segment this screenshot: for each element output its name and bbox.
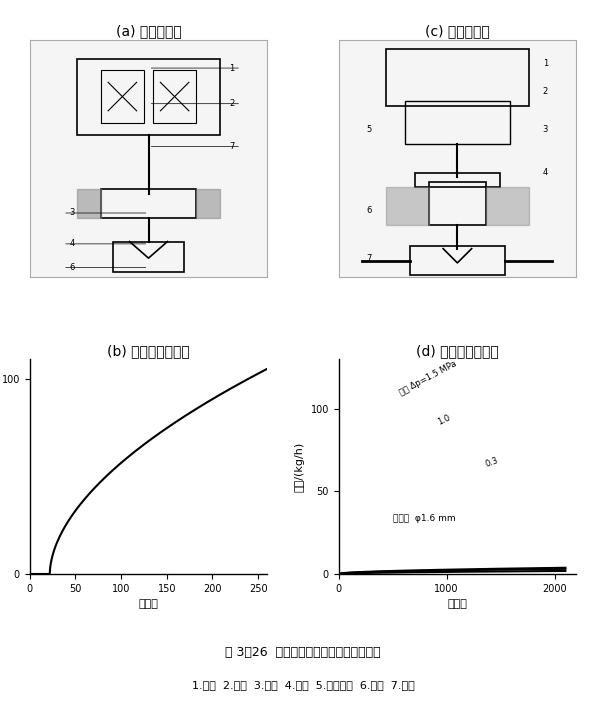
- Text: 图 3－26  电动式膨胀阀的结构和流量特性: 图 3－26 电动式膨胀阀的结构和流量特性: [225, 646, 381, 659]
- Text: 6: 6: [366, 206, 372, 215]
- Text: 1: 1: [229, 64, 234, 73]
- Text: 压差 Δp=1.5 MPa: 压差 Δp=1.5 MPa: [398, 360, 459, 397]
- Bar: [386, 49, 529, 106]
- Bar: [153, 70, 196, 123]
- Bar: [77, 59, 220, 134]
- Text: 5: 5: [367, 126, 372, 134]
- Text: 7: 7: [229, 142, 235, 151]
- X-axis label: 脉冲数: 脉冲数: [447, 600, 467, 610]
- Bar: [415, 172, 500, 187]
- Text: 阀口径  φ1.6 mm: 阀口径 φ1.6 mm: [393, 514, 455, 523]
- Title: (c) 减速型结构: (c) 减速型结构: [425, 24, 490, 38]
- Text: 3: 3: [542, 126, 548, 134]
- Title: (a) 直动型结构: (a) 直动型结构: [116, 24, 181, 38]
- Bar: [429, 182, 486, 225]
- X-axis label: 脉冲数: 脉冲数: [138, 600, 159, 610]
- Text: 0.3: 0.3: [484, 455, 500, 468]
- Text: 7: 7: [366, 253, 372, 263]
- Bar: [101, 70, 144, 123]
- Text: 2: 2: [543, 88, 548, 96]
- Text: 1.0: 1.0: [436, 414, 451, 427]
- Bar: [113, 241, 184, 272]
- Text: 6: 6: [69, 263, 75, 272]
- Text: 4: 4: [543, 168, 548, 177]
- Y-axis label: 流量/(kg/h): 流量/(kg/h): [295, 442, 305, 492]
- Text: 1: 1: [543, 59, 548, 67]
- Title: (b) 直动型流量特性: (b) 直动型流量特性: [107, 344, 190, 358]
- Bar: [410, 246, 505, 275]
- Text: 1.转子  2.线圈  3.阀杆  4.针阀  5.减速齿轮  6.入口  7.出口: 1.转子 2.线圈 3.阀杆 4.针阀 5.减速齿轮 6.入口 7.出口: [191, 680, 415, 690]
- Text: 2: 2: [229, 99, 234, 108]
- Bar: [101, 190, 196, 218]
- Bar: [405, 101, 510, 144]
- Text: 3: 3: [69, 208, 75, 218]
- Text: 4: 4: [70, 239, 75, 248]
- Title: (d) 减速型流量特性: (d) 减速型流量特性: [416, 344, 499, 358]
